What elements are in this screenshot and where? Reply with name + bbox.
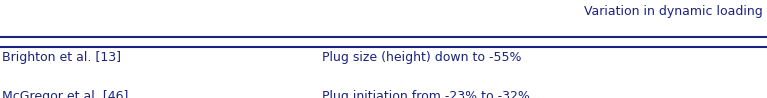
Text: Variation in dynamic loading: Variation in dynamic loading	[584, 5, 763, 18]
Text: Brighton et al. [13]: Brighton et al. [13]	[2, 51, 120, 64]
Text: McGregor et al. [46]: McGregor et al. [46]	[2, 90, 128, 98]
Text: Plug initiation from -23% to -32%: Plug initiation from -23% to -32%	[322, 90, 530, 98]
Text: Plug size (height) down to -55%: Plug size (height) down to -55%	[322, 51, 522, 64]
